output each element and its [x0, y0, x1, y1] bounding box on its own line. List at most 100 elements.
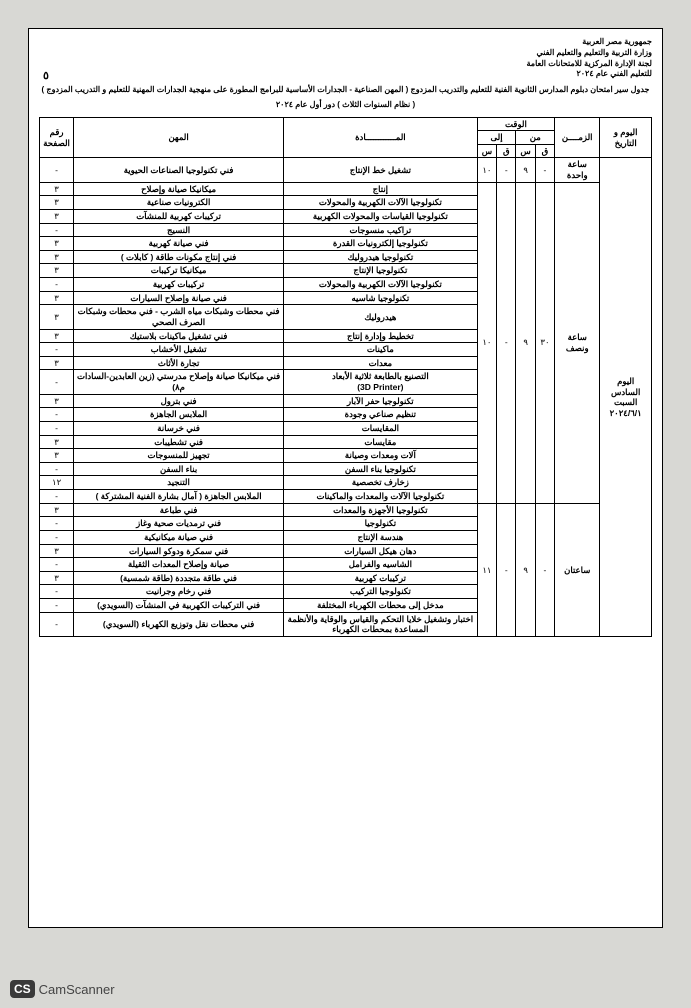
profession-cell: فني صيانة ميكانيكية [74, 530, 284, 544]
subject-cell: تكنولوجيا الآلات والمعدات والماكينات [284, 490, 478, 504]
subject-cell: تكنولوجيا الآلات الكهربية والمحولات [284, 196, 478, 210]
page-cell: ٣ [40, 250, 74, 264]
profession-cell: التنجيد [74, 476, 284, 490]
subject-cell: تكنولوجيا حفر الآبار [284, 394, 478, 408]
subject-cell: المقايسات [284, 421, 478, 435]
to-s: ١٠ [477, 182, 496, 503]
th-to-q: ق [497, 144, 516, 158]
profession-cell: فني إنتاج مكونات طاقة ( كابلات ) [74, 250, 284, 264]
from-q: ٣٠ [535, 182, 554, 503]
th-profession: المهن [74, 117, 284, 158]
subject-cell: تركيبات كهربية [284, 571, 478, 585]
th-day: اليوم و التاريخ [600, 117, 652, 158]
page-cell: ٣ [40, 182, 74, 196]
hdr-l2: وزارة التربية والتعليم والتعليم الفني [39, 48, 652, 59]
page-cell: - [40, 490, 74, 504]
subject-cell: هندسة الإنتاج [284, 530, 478, 544]
subject-cell: تخطيط وإدارة إنتاج [284, 329, 478, 343]
hdr-l3: لجنة الإدارة المركزية للامتحانات العامة [39, 59, 652, 70]
subject-cell: تشغيل خط الإنتاج [284, 158, 478, 182]
schedule-title-1: جدول سير امتحان دبلوم المدارس الثانوية ا… [39, 84, 652, 95]
profession-cell: فني رخام وجرانيت [74, 585, 284, 599]
th-from-s: س [516, 144, 535, 158]
page-cell: - [40, 612, 74, 636]
profession-cell: صيانة وإصلاح المعدات الثقيلة [74, 558, 284, 572]
th-time: الوقت [477, 117, 554, 131]
page-number: ٥ [43, 69, 49, 82]
profession-cell: فني سمكرة ودوكو السيارات [74, 544, 284, 558]
subject-cell: تكنولوجيا الآلات الكهربية والمحولات [284, 278, 478, 292]
to-q: - [497, 503, 516, 636]
camscanner-text: CamScanner [39, 982, 115, 997]
hdr-l1: جمهورية مصر العربية [39, 37, 652, 48]
page-cell: ٣ [40, 503, 74, 517]
hdr-l4: للتعليم الفني عام ٢٠٢٤ [39, 69, 652, 80]
subject-cell: هيدروليك [284, 305, 478, 329]
page-cell: - [40, 223, 74, 237]
profession-cell: فني التركيبات الكهربية في المنشآت (السوي… [74, 599, 284, 613]
subject-cell: تكنولوجيا الأجهزة والمعدات [284, 503, 478, 517]
page-cell: - [40, 278, 74, 292]
table-row: ساعة ونصف٣٠٩-١٠إنتاجميكانيكا صيانة وإصلا… [40, 182, 652, 196]
subject-cell: معدات [284, 356, 478, 370]
profession-cell: تشغيل الأخشاب [74, 343, 284, 357]
page-cell: ٣ [40, 305, 74, 329]
profession-cell: فني صيانة وإصلاح السيارات [74, 291, 284, 305]
th-page: رقم الصفحة [40, 117, 74, 158]
th-from: من [516, 131, 555, 145]
th-duration: الزمــــن [555, 117, 600, 158]
profession-cell: فني محطات نقل وتوزيع الكهرباء (السويدي) [74, 612, 284, 636]
page-cell: ٣ [40, 209, 74, 223]
table-row: ساعتان-٩-١١تكنولوجيا الأجهزة والمعداتفني… [40, 503, 652, 517]
subject-cell: تكنولوجيا إلكترونيات القدرة [284, 237, 478, 251]
profession-cell: فني بترول [74, 394, 284, 408]
subject-cell: تكنولوجيا بناء السفن [284, 462, 478, 476]
th-from-q: ق [535, 144, 554, 158]
page-cell: - [40, 558, 74, 572]
page-cell: ٣ [40, 356, 74, 370]
page-cell: ٣ [40, 435, 74, 449]
table-head: اليوم و التاريخ الزمــــن الوقت المـــــ… [40, 117, 652, 158]
page-cell: - [40, 408, 74, 422]
profession-cell: ميكانيكا صيانة وإصلاح [74, 182, 284, 196]
page-cell: ٣ [40, 237, 74, 251]
subject-cell: مقايسات [284, 435, 478, 449]
subject-cell: تكنولوجيا القياسات والمحولات الكهربية [284, 209, 478, 223]
ministry-header: جمهورية مصر العربية وزارة التربية والتعل… [39, 37, 652, 80]
page-cell: ٣ [40, 571, 74, 585]
to-s: ١١ [477, 503, 496, 636]
page-cell: - [40, 158, 74, 182]
subject-cell: دهان هيكل السيارات [284, 544, 478, 558]
subject-cell: تنظيم صناعي وجودة [284, 408, 478, 422]
profession-cell: الكترونيات صناعية [74, 196, 284, 210]
page-cell: ٣ [40, 291, 74, 305]
profession-cell: فني تكنولوجيا الصناعات الحيوية [74, 158, 284, 182]
th-subject: المــــــــــــادة [284, 117, 478, 158]
to-q: - [497, 158, 516, 182]
page-cell: - [40, 599, 74, 613]
subject-cell: تكنولوجيا شاسيه [284, 291, 478, 305]
subject-cell: تكنولوجيا [284, 517, 478, 531]
page-cell: - [40, 517, 74, 531]
profession-cell: فني طباعة [74, 503, 284, 517]
page-cell: ٣ [40, 449, 74, 463]
profession-cell: فني تشطيبات [74, 435, 284, 449]
from-s: ٩ [516, 158, 535, 182]
page-cell: ٣ [40, 329, 74, 343]
to-q: - [497, 182, 516, 503]
subject-cell: تراكيب منسوجات [284, 223, 478, 237]
duration-cell: ساعة ونصف [555, 182, 600, 503]
day-cell: اليوم السادس السبت ٢٠٢٤/٦/١ [600, 158, 652, 637]
from-q: - [535, 158, 554, 182]
page-cell: - [40, 343, 74, 357]
profession-cell: فني خرسانة [74, 421, 284, 435]
profession-cell: تجهيز للمنسوجات [74, 449, 284, 463]
page-cell: ٣ [40, 196, 74, 210]
table-body: اليوم السادس السبت ٢٠٢٤/٦/١ساعة واحدة-٩-… [40, 158, 652, 637]
from-s: ٩ [516, 503, 535, 636]
subject-cell: تكنولوجيا التركيب [284, 585, 478, 599]
document-page: ٥ جمهورية مصر العربية وزارة التربية والت… [28, 28, 663, 928]
page-cell: ٣ [40, 394, 74, 408]
page-cell: - [40, 585, 74, 599]
th-to: إلى [477, 131, 516, 145]
